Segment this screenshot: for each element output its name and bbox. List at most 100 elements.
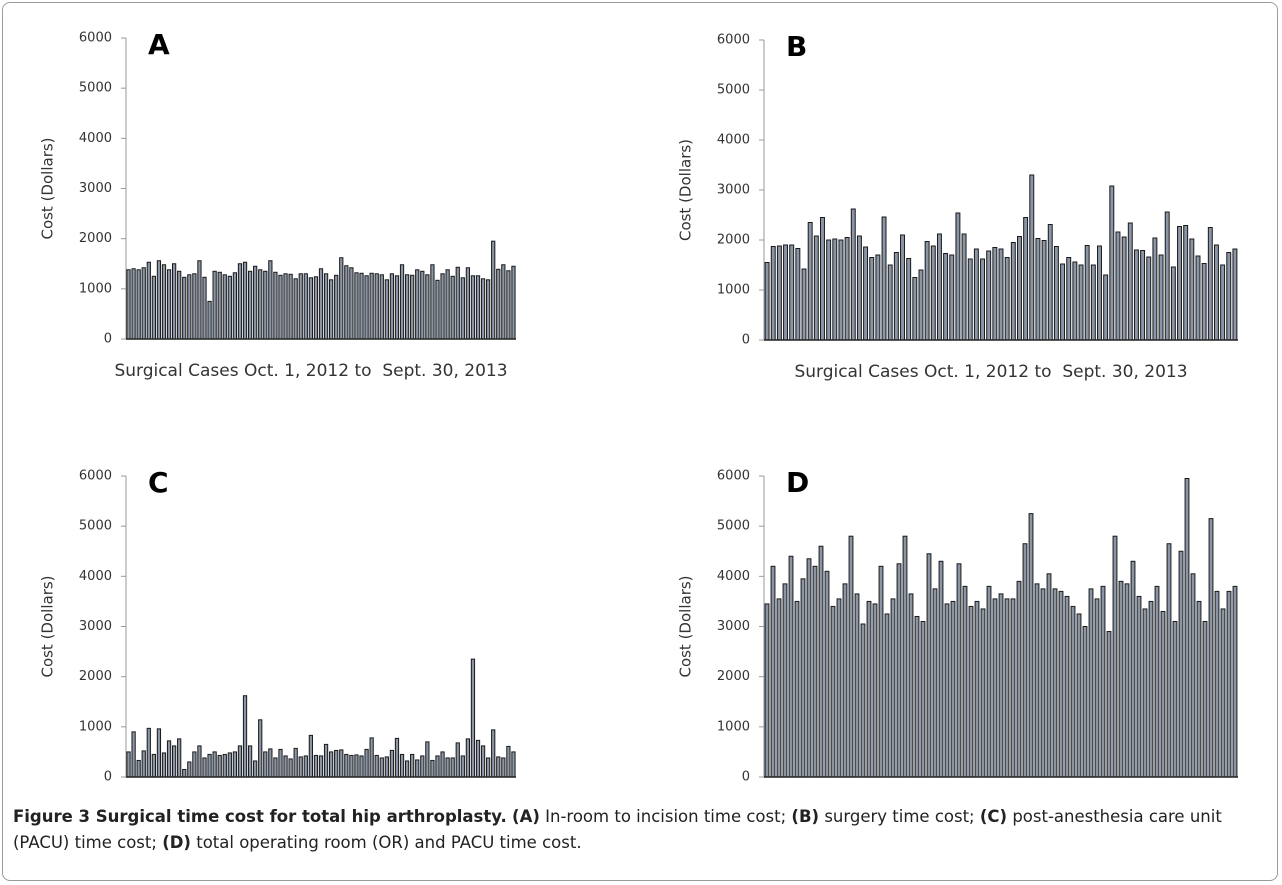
bar: [496, 756, 501, 778]
bar: [131, 731, 136, 778]
bar: [980, 258, 986, 341]
bar: [197, 260, 202, 340]
bar: [801, 268, 807, 341]
bar: [1226, 590, 1232, 778]
bar: [480, 745, 486, 778]
bar: [359, 272, 364, 340]
bar: [298, 273, 303, 340]
bar: [136, 759, 141, 778]
bar: [881, 216, 887, 341]
bar: [217, 271, 222, 340]
bar: [962, 585, 968, 778]
bar: [151, 753, 156, 778]
bar: [887, 264, 893, 341]
bar: [460, 277, 465, 340]
bar: [818, 545, 824, 778]
bar: [156, 728, 162, 778]
bar: [1047, 224, 1053, 341]
bar: [1172, 620, 1178, 778]
bar: [812, 565, 818, 778]
bar: [470, 275, 476, 340]
y-tick-label: 5000: [79, 81, 112, 96]
bar: [854, 593, 860, 778]
y-axis-title: Cost (Dollars): [39, 137, 57, 239]
bar: [369, 737, 374, 778]
bar: [177, 270, 182, 340]
bar: [1010, 242, 1016, 341]
bar: [998, 593, 1004, 778]
bar: [171, 745, 177, 778]
bar: [1124, 583, 1130, 778]
bar: [491, 729, 496, 778]
y-tick-label: 3000: [717, 183, 750, 198]
bar: [944, 603, 950, 778]
bar: [980, 608, 986, 778]
y-tick-label: 2000: [717, 669, 750, 684]
bar: [1028, 513, 1034, 778]
bar: [283, 273, 288, 340]
bar: [263, 270, 268, 340]
bar: [329, 751, 334, 778]
bar: [394, 737, 400, 778]
bar: [974, 600, 980, 778]
bar: [884, 613, 890, 778]
bar: [364, 748, 369, 778]
bar: [455, 266, 460, 340]
bar: [912, 277, 918, 341]
bar: [1076, 613, 1082, 778]
bar: [826, 239, 832, 341]
bar: [1177, 226, 1182, 341]
bar: [1084, 245, 1090, 341]
panel-label: A: [148, 28, 170, 61]
bar: [932, 588, 938, 778]
bar: [869, 257, 875, 341]
bar: [1060, 263, 1066, 341]
bar: [410, 753, 415, 778]
bar: [242, 261, 248, 340]
bar: [308, 734, 313, 778]
bar: [232, 751, 238, 778]
bar: [126, 751, 131, 778]
bar: [986, 250, 992, 341]
bar: [764, 603, 770, 778]
bar: [1078, 264, 1084, 341]
bar: [501, 757, 506, 778]
bar: [998, 248, 1004, 341]
bar: [920, 620, 926, 778]
bar: [374, 754, 379, 778]
bar: [318, 755, 324, 778]
bar: [1166, 543, 1172, 778]
bar: [202, 757, 207, 778]
bar: [1053, 246, 1059, 341]
y-tick-label: 4000: [79, 131, 112, 146]
bar: [973, 248, 979, 341]
bar: [354, 754, 359, 778]
caption-title: Figure 3 Surgical time cost for total hi…: [13, 807, 507, 826]
bar: [278, 274, 283, 340]
bar: [806, 558, 812, 778]
bar: [1226, 252, 1232, 341]
bar: [1064, 595, 1070, 778]
bar: [496, 268, 501, 340]
bar: [491, 240, 496, 340]
bar: [1121, 236, 1127, 341]
bar: [764, 262, 770, 341]
bar: [384, 756, 389, 778]
bar: [354, 272, 359, 340]
bar: [1022, 543, 1028, 778]
bar: [501, 264, 506, 340]
bar: [329, 279, 334, 340]
bar: [470, 658, 476, 778]
bar: [1010, 598, 1016, 778]
bar: [836, 598, 842, 778]
bar: [212, 270, 217, 340]
bar: [914, 615, 920, 778]
bar: [1178, 550, 1184, 778]
y-tick-label: 6000: [79, 469, 112, 484]
bar: [344, 265, 349, 340]
bar: [222, 274, 227, 340]
bar: [278, 748, 283, 778]
bar: [1103, 274, 1109, 341]
bar: [1106, 631, 1112, 778]
